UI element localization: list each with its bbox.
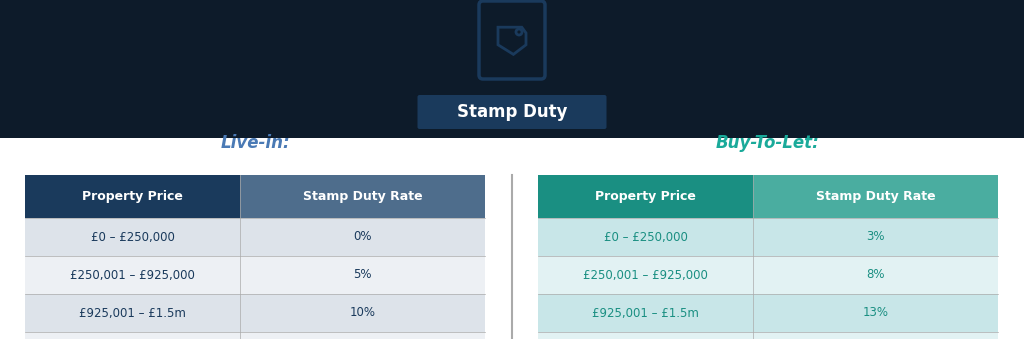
Bar	[240, 175, 485, 218]
Bar	[538, 256, 753, 294]
Text: Live-in:: Live-in:	[220, 134, 290, 152]
Text: 5%: 5%	[353, 268, 372, 281]
Bar	[538, 175, 753, 218]
Bar	[25, 332, 240, 339]
FancyBboxPatch shape	[418, 95, 606, 129]
Bar	[538, 294, 753, 332]
Bar	[25, 294, 240, 332]
Bar	[240, 256, 485, 294]
Bar	[753, 256, 998, 294]
Bar	[753, 175, 998, 218]
Bar	[240, 332, 485, 339]
Text: 8%: 8%	[866, 268, 885, 281]
Bar	[25, 175, 240, 218]
Text: 13%: 13%	[862, 306, 889, 319]
Text: 0%: 0%	[353, 231, 372, 243]
FancyBboxPatch shape	[479, 1, 545, 79]
Text: £250,001 – £925,000: £250,001 – £925,000	[583, 268, 708, 281]
Text: £925,001 – £1.5m: £925,001 – £1.5m	[592, 306, 699, 319]
Bar	[753, 332, 998, 339]
Bar	[753, 294, 998, 332]
Bar	[0, 138, 1024, 339]
Text: Stamp Duty Rate: Stamp Duty Rate	[816, 190, 935, 203]
Text: Property Price: Property Price	[82, 190, 183, 203]
Text: 3%: 3%	[866, 231, 885, 243]
Text: £0 – £250,000: £0 – £250,000	[90, 231, 174, 243]
Bar	[753, 218, 998, 256]
Bar	[538, 218, 753, 256]
Bar	[538, 332, 753, 339]
Text: Stamp Duty Rate: Stamp Duty Rate	[303, 190, 422, 203]
Text: Stamp Duty: Stamp Duty	[457, 103, 567, 121]
Text: Property Price: Property Price	[595, 190, 696, 203]
Bar	[240, 294, 485, 332]
Text: 10%: 10%	[349, 306, 376, 319]
Bar	[25, 256, 240, 294]
Bar	[25, 218, 240, 256]
Text: Buy-To-Let:: Buy-To-Let:	[716, 134, 820, 152]
Bar	[240, 218, 485, 256]
Text: £0 – £250,000: £0 – £250,000	[603, 231, 687, 243]
Text: £925,001 – £1.5m: £925,001 – £1.5m	[79, 306, 186, 319]
Text: £250,001 – £925,000: £250,001 – £925,000	[70, 268, 195, 281]
